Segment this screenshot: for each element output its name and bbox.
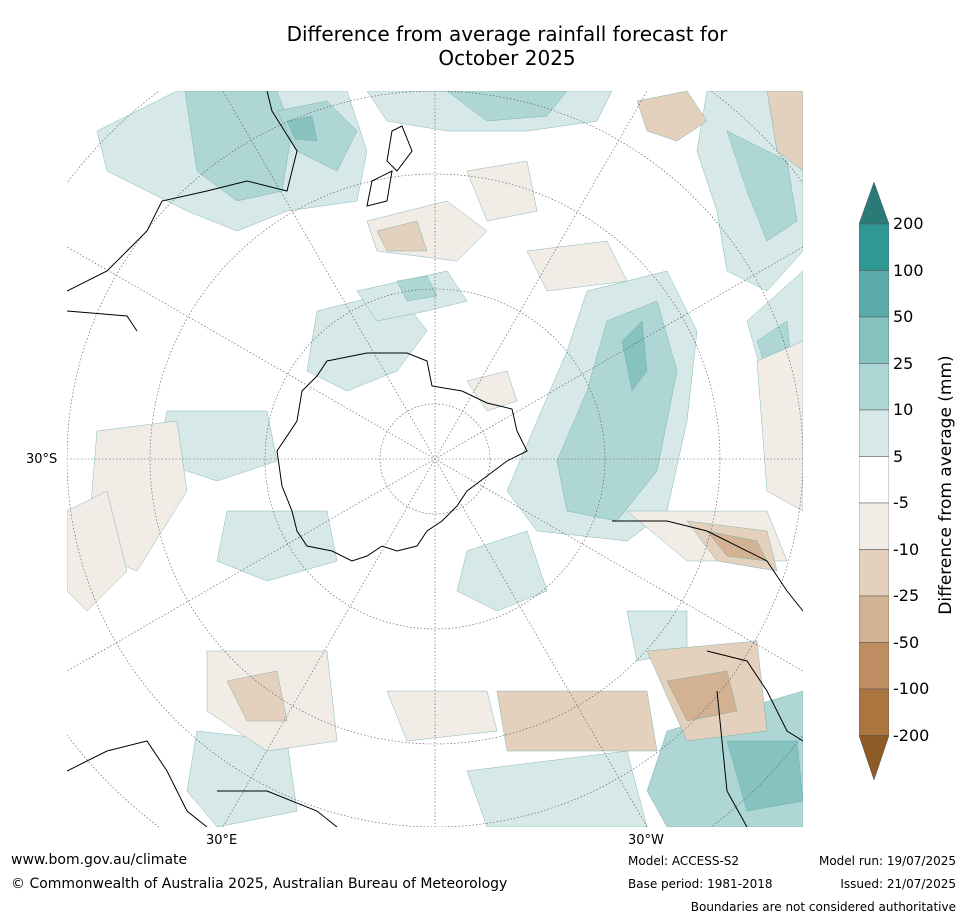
map-canvas <box>67 91 803 827</box>
colorbar-bin-7 <box>859 502 889 550</box>
colorbar-title: Difference from average (mm) <box>936 355 956 615</box>
footer-copyright: © Commonwealth of Australia 2025, Austra… <box>11 876 508 892</box>
colorbar-tick: 10 <box>893 400 914 419</box>
graticule <box>67 91 803 827</box>
colorbar <box>859 182 889 781</box>
title-line-2: October 2025 <box>438 46 576 70</box>
colorbar-tick: 200 <box>893 214 924 233</box>
footer-issued: Issued: 21/07/2025 <box>840 877 956 891</box>
colorbar-bin-10 <box>859 642 889 690</box>
anomaly-patches <box>67 91 803 827</box>
footer-url[interactable]: www.bom.gov.au/climate <box>11 852 188 868</box>
colorbar-bin-1 <box>859 223 889 271</box>
chart-title: Difference from average rainfall forecas… <box>0 22 965 70</box>
colorbar-bin-3 <box>859 316 889 364</box>
colorbar-bin-2 <box>859 270 889 318</box>
colorbar-tick: -10 <box>893 540 920 559</box>
colorbar-tick: -100 <box>893 679 930 698</box>
colorbar-top-arrow <box>859 182 889 225</box>
colorbar-bin-9 <box>859 595 889 643</box>
colorbar-tick: 50 <box>893 307 914 326</box>
footer-model: Model: ACCESS-S2 <box>628 854 740 868</box>
lon-label-30e: 30°E <box>206 833 238 848</box>
rainfall-map[interactable] <box>67 91 803 827</box>
colorbar-bin-8 <box>859 549 889 597</box>
colorbar-bin-5 <box>859 409 889 457</box>
colorbar-tick: -200 <box>893 726 930 745</box>
title-line-1: Difference from average rainfall forecas… <box>286 22 728 46</box>
lat-label-30s: 30°S <box>26 452 58 467</box>
colorbar-tick: -25 <box>893 586 920 605</box>
colorbar-bottom-arrow <box>859 735 889 781</box>
colorbar-bin-6 <box>859 456 889 504</box>
colorbar-bin-11 <box>859 688 889 736</box>
footer-model-run: Model run: 19/07/2025 <box>818 854 956 868</box>
colorbar-tick: -50 <box>893 633 920 652</box>
colorbar-tick: 100 <box>893 261 924 280</box>
colorbar-tick: 25 <box>893 354 914 373</box>
colorbar-bin-4 <box>859 363 889 411</box>
lon-label-30w: 30°W <box>628 833 664 848</box>
colorbar-tick: 5 <box>893 447 904 466</box>
colorbar-tick: -5 <box>893 493 909 512</box>
footer-disclaimer: Boundaries are not considered authoritat… <box>690 900 956 914</box>
coastlines <box>67 91 803 827</box>
footer-base-period: Base period: 1981-2018 <box>628 877 773 891</box>
